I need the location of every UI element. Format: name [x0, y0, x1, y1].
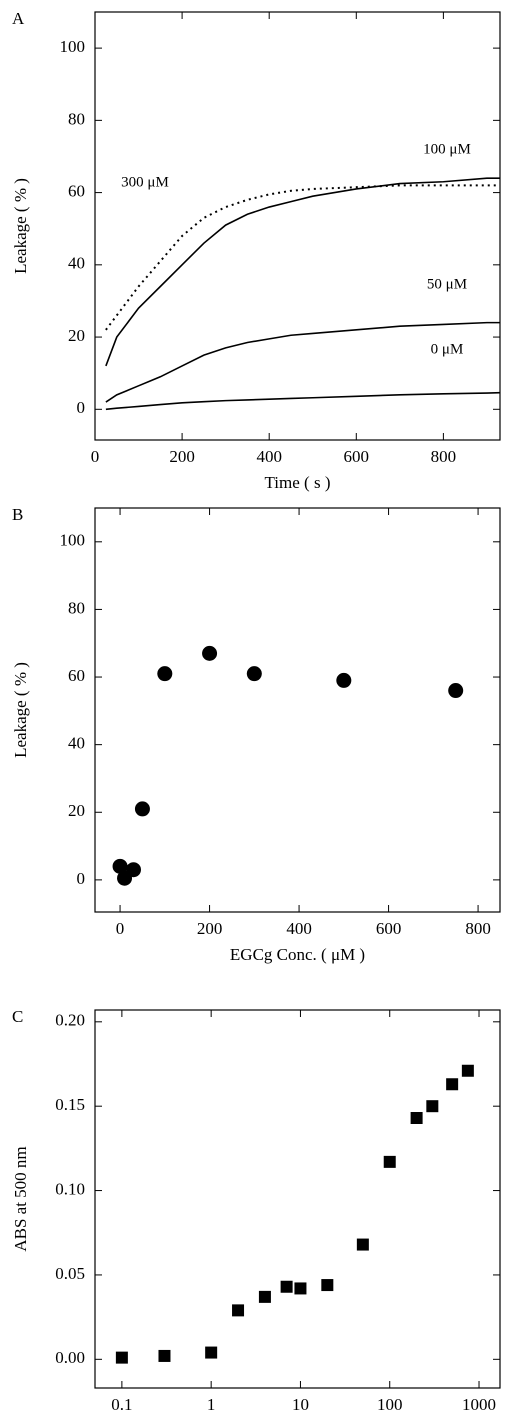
x-tick-label: 400 [256, 447, 282, 466]
y-tick-label: 20 [68, 326, 85, 345]
panel-letter: A [12, 9, 25, 28]
data-point [410, 1112, 423, 1124]
x-tick-label: 200 [169, 447, 195, 466]
series-label: 50 μM [427, 276, 467, 292]
y-axis-label: Leakage ( % ) [11, 178, 30, 274]
y-tick-label: 0.10 [55, 1179, 85, 1198]
plot-frame [94, 11, 501, 441]
y-axis-label: Leakage ( % ) [11, 662, 30, 758]
x-tick-label: 0 [116, 919, 125, 938]
x-tick-label: 0 [91, 447, 100, 466]
x-axis-label: EGCg Conc. ( μM ) [230, 945, 365, 964]
data-point [125, 862, 141, 878]
y-axis-label: ABS at 500 nm [11, 1146, 30, 1251]
x-tick-label: 10 [292, 1395, 309, 1414]
data-point [280, 1280, 293, 1293]
data-point [461, 1064, 474, 1077]
data-point [158, 1349, 171, 1362]
data-point [446, 1078, 459, 1091]
data-point [426, 1100, 439, 1113]
series-label: 100 μM [423, 141, 471, 157]
y-tick-label: 40 [68, 254, 85, 273]
series-label: 300 μM [121, 174, 169, 190]
data-point [258, 1290, 271, 1303]
data-point [336, 672, 352, 688]
data-point [448, 683, 464, 699]
data-line [105, 184, 500, 331]
data-point [202, 645, 218, 661]
plot-frame [94, 507, 501, 913]
data-line [105, 391, 501, 411]
data-point [356, 1238, 369, 1251]
y-tick-label: 60 [68, 666, 85, 685]
series-label: 0 μM [431, 341, 464, 357]
data-point [157, 666, 173, 682]
data-point [232, 1304, 245, 1317]
y-tick-label: 100 [60, 531, 86, 550]
x-tick-label: 1000 [462, 1395, 496, 1414]
x-tick-label: 400 [286, 919, 312, 938]
y-tick-label: 0.20 [55, 1011, 85, 1030]
data-point [383, 1155, 396, 1168]
data-line [105, 321, 500, 403]
data-point [294, 1282, 307, 1295]
y-tick-label: 40 [68, 734, 85, 753]
y-tick-label: 60 [68, 181, 85, 200]
y-tick-label: 0 [77, 398, 86, 417]
x-tick-label: 600 [376, 919, 402, 938]
y-tick-label: 0.00 [55, 1348, 85, 1367]
data-point [246, 666, 262, 682]
x-tick-label: 0.1 [111, 1395, 132, 1414]
x-tick-label: 200 [197, 919, 223, 938]
y-tick-label: 0.15 [55, 1095, 85, 1114]
x-tick-label: 100 [377, 1395, 403, 1414]
y-tick-label: 0 [77, 869, 86, 888]
panel-letter: C [12, 1007, 23, 1026]
plot-frame [94, 1009, 501, 1389]
data-point [321, 1279, 334, 1292]
x-tick-label: 600 [344, 447, 370, 466]
data-point [115, 1351, 128, 1364]
y-tick-label: 80 [68, 109, 85, 128]
data-point [205, 1346, 218, 1359]
panel-letter: B [12, 505, 23, 524]
data-point [134, 801, 150, 817]
data-line [105, 177, 500, 367]
x-tick-label: 800 [465, 919, 491, 938]
x-tick-label: 800 [431, 447, 457, 466]
x-tick-label: 1 [207, 1395, 216, 1414]
y-tick-label: 0.05 [55, 1264, 85, 1283]
y-tick-label: 100 [60, 37, 86, 56]
x-axis-label: Time ( s ) [265, 473, 331, 492]
y-tick-label: 20 [68, 801, 85, 820]
data-point [112, 858, 128, 874]
y-tick-label: 80 [68, 598, 85, 617]
